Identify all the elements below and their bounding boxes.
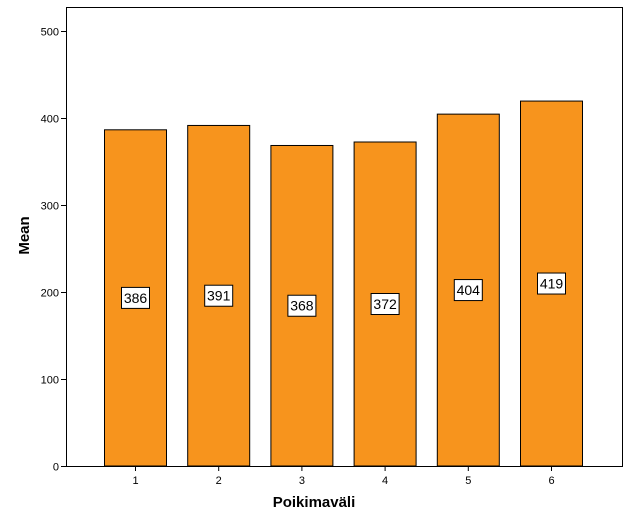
data-label-box xyxy=(121,286,150,309)
data-label: 386 xyxy=(124,290,148,306)
y-tick-label: 0 xyxy=(53,462,59,474)
x-tick-label: 6 xyxy=(548,475,554,487)
bars-group xyxy=(104,100,583,467)
y-tick-label: 500 xyxy=(41,27,59,39)
x-tick-label: 2 xyxy=(216,475,222,487)
data-label-box xyxy=(453,279,483,302)
data-label-box xyxy=(370,293,400,315)
y-tick-label: 300 xyxy=(41,201,59,213)
data-label-box xyxy=(537,272,566,295)
y-tick-label: 200 xyxy=(41,288,59,300)
x-tick-label: 1 xyxy=(132,475,138,487)
data-label: 391 xyxy=(207,288,231,304)
data-label-box xyxy=(287,294,317,317)
y-axis: 0 100 200 300 400 500 xyxy=(41,27,66,474)
data-label-box xyxy=(204,284,234,307)
x-tick-label: 3 xyxy=(299,475,305,487)
x-tick-label: 5 xyxy=(465,475,471,487)
data-label: 419 xyxy=(540,276,564,292)
bar xyxy=(187,124,251,467)
y-tick-label: 400 xyxy=(41,114,59,126)
data-labels-group: 386 391 368 372 404 419 xyxy=(121,272,566,317)
x-axis: 1 2 3 4 5 6 xyxy=(132,466,555,487)
x-tick-label: 4 xyxy=(382,475,388,487)
data-label: 368 xyxy=(290,298,314,314)
y-tick-label: 100 xyxy=(41,375,59,387)
x-axis-title: Poikimaväli xyxy=(273,494,356,511)
data-label: 372 xyxy=(373,296,397,312)
y-axis-title: Mean xyxy=(16,216,33,254)
data-label: 404 xyxy=(457,282,481,298)
